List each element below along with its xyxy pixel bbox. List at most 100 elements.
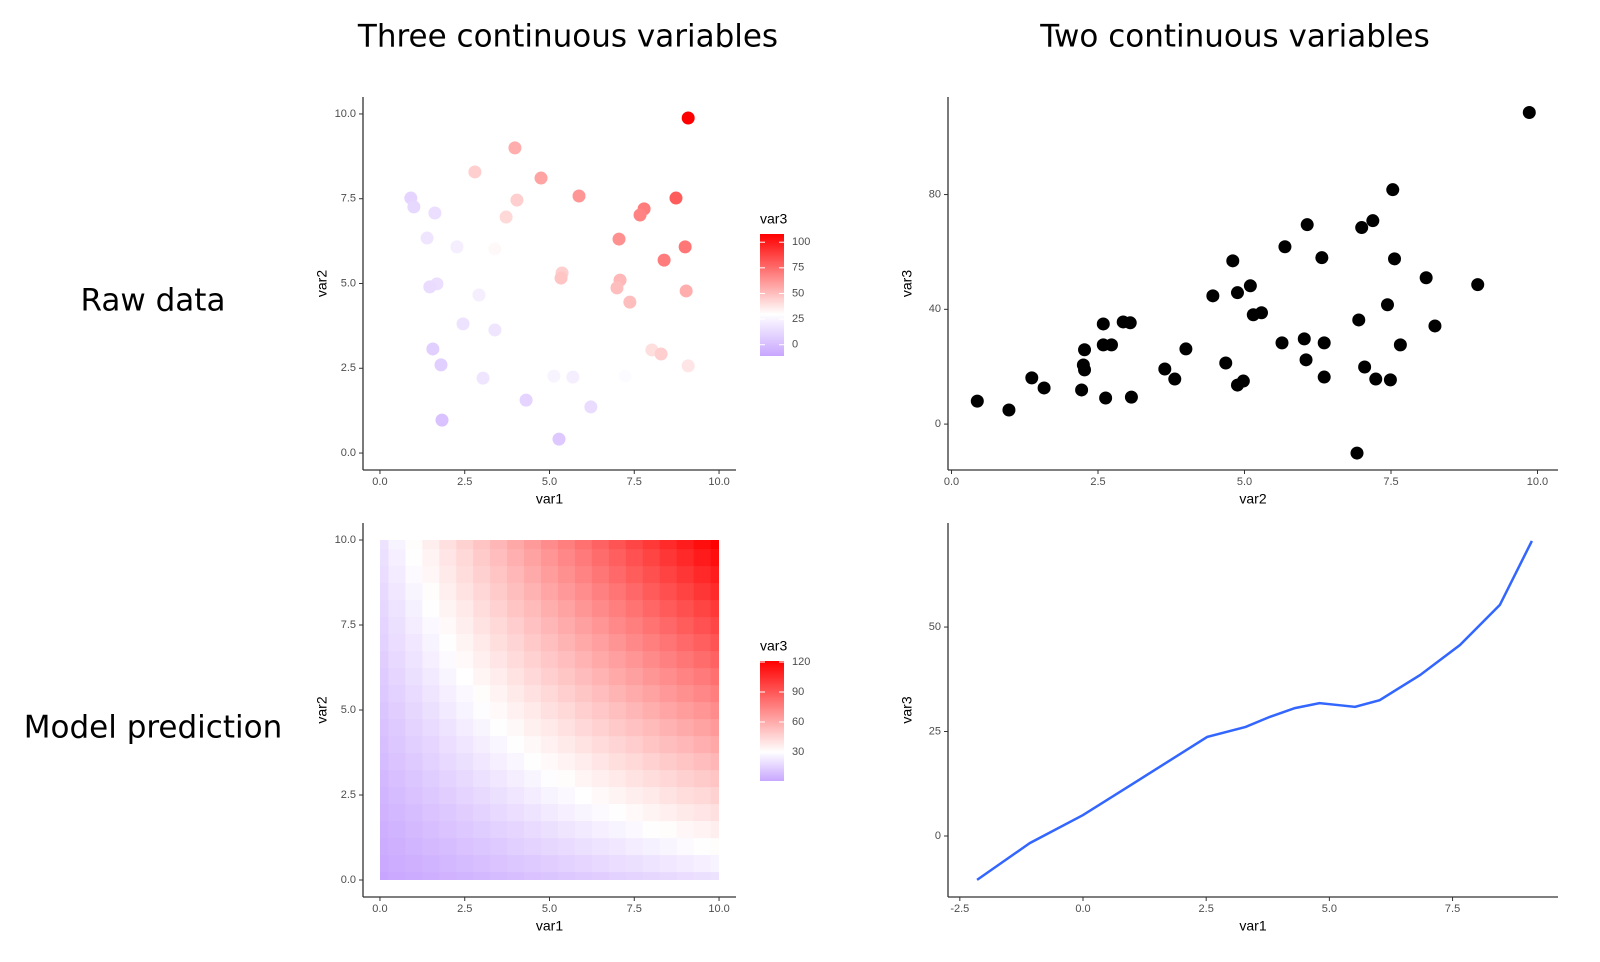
- heat-cell: [388, 854, 406, 873]
- point: [618, 369, 632, 383]
- heat-cell: [456, 871, 474, 880]
- heat-cell: [608, 684, 627, 703]
- heat-cell: [507, 701, 525, 720]
- point: [681, 359, 695, 373]
- heat-cell: [693, 820, 712, 839]
- heat-cell: [642, 684, 661, 703]
- heat-cell: [608, 837, 627, 856]
- point: [623, 295, 637, 309]
- heat-cell: [642, 854, 661, 873]
- heat-cell: [693, 701, 712, 720]
- heat-cell: [625, 540, 644, 550]
- heat-cell: [473, 735, 491, 754]
- heat-cell: [659, 752, 678, 771]
- heat-cell: [490, 701, 508, 720]
- y-tick-label: 2.5: [341, 362, 356, 374]
- heat-cell: [608, 540, 627, 550]
- heat-cell: [379, 854, 390, 873]
- heat-cell: [574, 803, 593, 822]
- heat-cell: [642, 752, 661, 771]
- heat-cell: [422, 565, 440, 584]
- heat-cell: [473, 871, 491, 880]
- heat-cell: [524, 667, 542, 686]
- heat-cell: [507, 718, 525, 737]
- heat-cell: [608, 633, 627, 652]
- heat-cell: [625, 871, 644, 880]
- heat-cell: [659, 565, 678, 584]
- x-tick-label: 0.0: [372, 903, 387, 915]
- heat-cell: [524, 820, 542, 839]
- heat-cell: [557, 803, 576, 822]
- heat-cell: [379, 565, 390, 584]
- heat-cell: [524, 599, 542, 618]
- heat-cell: [507, 735, 525, 754]
- point: [450, 240, 464, 254]
- point: [488, 242, 502, 256]
- heat-cell: [456, 803, 474, 822]
- heat-cell: [507, 599, 525, 618]
- point: [407, 200, 421, 214]
- y-tick-label: 7.5: [341, 619, 356, 631]
- heat-cell: [405, 701, 423, 720]
- point: [423, 280, 437, 294]
- heat-cell: [642, 633, 661, 652]
- y-tick-label: 40: [929, 303, 941, 315]
- heatmap: [379, 540, 720, 880]
- heat-cell: [591, 540, 610, 550]
- x-axis-title: var2: [1239, 491, 1266, 507]
- row-title: Model prediction: [24, 710, 282, 746]
- heat-cell: [642, 769, 661, 788]
- heat-cell: [439, 735, 457, 754]
- heat-cell: [693, 735, 712, 754]
- point: [1317, 336, 1331, 350]
- heat-cell: [507, 565, 525, 584]
- x-tick-label: 5.0: [542, 476, 557, 488]
- heat-cell: [591, 633, 610, 652]
- x-tick-label: 10.0: [708, 903, 729, 915]
- heat-cell: [676, 684, 695, 703]
- y-tick-label: 5.0: [341, 277, 356, 289]
- heat-cell: [659, 667, 678, 686]
- heat-cell: [490, 650, 508, 669]
- point: [524, 311, 538, 325]
- heat-cell: [608, 650, 627, 669]
- heat-cell: [473, 752, 491, 771]
- point: [519, 393, 533, 407]
- heat-cell: [405, 786, 423, 805]
- heat-cell: [659, 786, 678, 805]
- heat-cell: [676, 786, 695, 805]
- heat-cell: [557, 633, 576, 652]
- heat-cell: [642, 540, 661, 550]
- line: [976, 540, 1534, 881]
- heat-cell: [710, 837, 720, 856]
- heat-cell: [659, 540, 678, 550]
- heat-cell: [456, 633, 474, 652]
- point: [1383, 373, 1397, 387]
- heat-cell: [608, 769, 627, 788]
- heat-cell: [405, 752, 423, 771]
- heat-cell: [379, 871, 390, 880]
- heat-cell: [659, 633, 678, 652]
- heat-cell: [422, 803, 440, 822]
- heat-cell: [456, 667, 474, 686]
- point: [1230, 378, 1244, 392]
- heat-cell: [642, 548, 661, 567]
- heat-cell: [456, 616, 474, 635]
- point: [1226, 254, 1240, 268]
- heat-cell: [388, 803, 406, 822]
- heat-cell: [456, 684, 474, 703]
- heat-cell: [642, 718, 661, 737]
- heat-cell: [388, 540, 406, 550]
- x-tick-label: 0.0: [944, 476, 959, 488]
- point: [1219, 356, 1233, 370]
- heat-cell: [456, 854, 474, 873]
- heat-cell: [608, 718, 627, 737]
- colorbar-label: 0: [792, 339, 798, 351]
- heat-cell: [405, 633, 423, 652]
- heat-cell: [625, 599, 644, 618]
- heat-cell: [490, 786, 508, 805]
- y-tick-label: 50: [929, 621, 941, 633]
- heat-cell: [608, 871, 627, 880]
- heat-cell: [507, 803, 525, 822]
